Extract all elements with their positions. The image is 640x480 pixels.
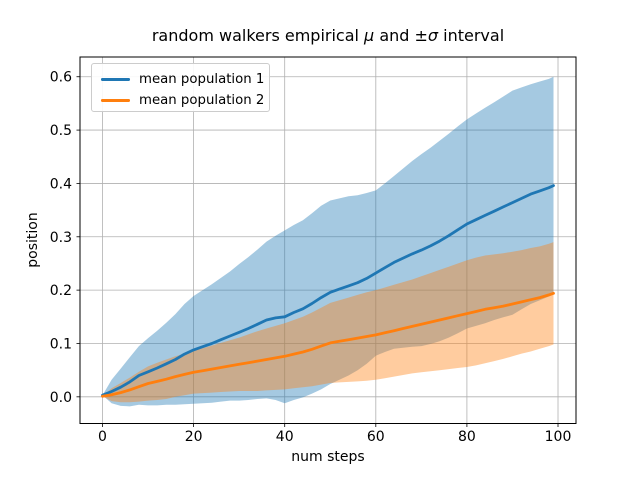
x-tick-label: 80 xyxy=(458,429,476,445)
y-tick-label: 0.3 xyxy=(50,230,72,246)
legend-label: mean population 1 xyxy=(139,71,265,87)
axes-spines xyxy=(79,56,577,424)
x-tick-label: 60 xyxy=(367,429,385,445)
mean-line-population-2 xyxy=(101,291,555,398)
y-tick-label: 0.4 xyxy=(50,176,72,192)
x-tick-label: 40 xyxy=(276,429,294,445)
y-axis-label: position xyxy=(25,212,41,268)
legend-label: mean population 2 xyxy=(139,92,265,108)
y-tick-label: 0.0 xyxy=(50,390,72,406)
title-text: interval xyxy=(438,26,505,45)
x-axis-label: num steps xyxy=(291,449,365,465)
title-text: and ± xyxy=(374,26,428,45)
legend-line-swatch-population-2 xyxy=(101,98,130,103)
y-tick-label: 0.6 xyxy=(50,70,72,86)
x-tick-label: 20 xyxy=(185,429,203,445)
x-tick-label: 0 xyxy=(98,429,107,445)
x-tick-label: 100 xyxy=(545,429,572,445)
title-text: random walkers empirical xyxy=(151,26,365,45)
sigma-band-population-2 xyxy=(102,242,554,403)
legend-entry: mean population 1 xyxy=(101,69,265,90)
legend: mean population 1 mean population 2 xyxy=(91,63,270,112)
legend-entry: mean population 2 xyxy=(101,90,265,111)
sigma-band-population-1 xyxy=(102,76,554,407)
y-tick-label: 0.5 xyxy=(50,123,72,139)
y-tick-label: 0.2 xyxy=(50,283,72,299)
mean-line-population-1 xyxy=(101,184,555,397)
legend-line-swatch-population-1 xyxy=(101,77,130,82)
y-tick-label: 0.1 xyxy=(50,336,72,352)
title-mu-symbol: μ xyxy=(364,26,375,45)
chart-title: random walkers empirical μ and ±σ interv… xyxy=(80,27,576,45)
title-sigma-symbol: σ xyxy=(427,26,439,45)
